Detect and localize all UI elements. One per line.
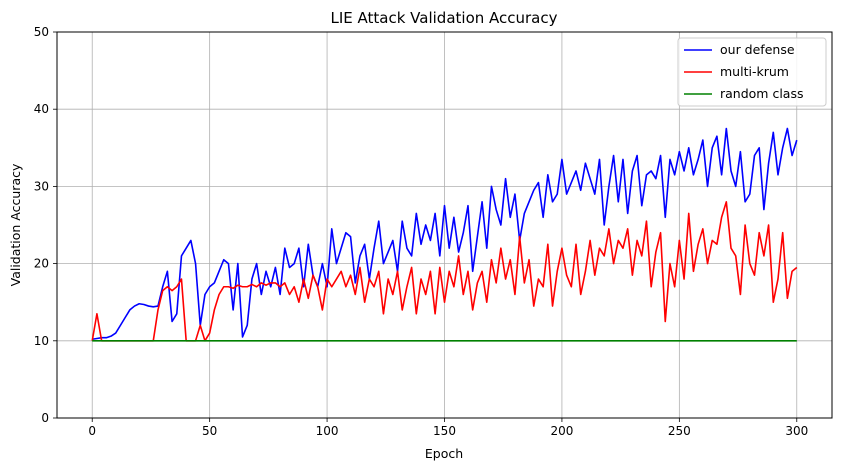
legend-label-multi-krum: multi-krum <box>720 64 789 79</box>
y-tick-label: 30 <box>34 179 49 193</box>
chart-title: LIE Attack Validation Accuracy <box>331 9 558 27</box>
series-layer <box>91 127 798 342</box>
y-axis-label: Validation Accuracy <box>8 163 23 286</box>
x-axis-label: Epoch <box>425 446 463 461</box>
legend-box <box>677 37 827 107</box>
series-line-our-defense <box>92 127 798 341</box>
legend-label-random-class: random class <box>720 86 803 101</box>
x-tick-label: 300 <box>785 424 808 438</box>
y-tick-label: 20 <box>34 257 49 271</box>
x-tick-label: 50 <box>202 424 217 438</box>
y-tick-label: 40 <box>34 102 49 116</box>
y-tick-label: 10 <box>34 334 49 348</box>
x-tick-label: 200 <box>550 424 573 438</box>
axis-ticks: 0 50 100 150 200 250 300 0 10 20 30 40 50 <box>34 25 809 438</box>
x-tick-label: 0 <box>88 424 96 438</box>
legend-label-our-defense: our defense <box>720 42 795 57</box>
legend: our defense multi-krum random class <box>677 37 827 107</box>
series-line-multi-krum <box>91 201 798 342</box>
y-tick-label: 50 <box>34 25 49 39</box>
x-tick-label: 150 <box>433 424 456 438</box>
y-tick-label: 0 <box>41 411 49 425</box>
x-tick-label: 100 <box>316 424 339 438</box>
x-tick-label: 250 <box>668 424 691 438</box>
